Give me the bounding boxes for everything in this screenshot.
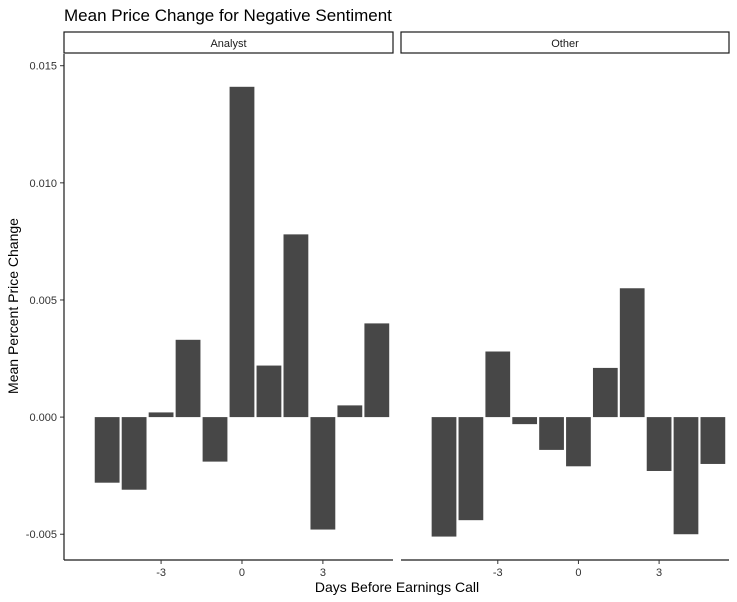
bar [431,417,457,537]
bar [700,417,726,464]
y-tick-label: 0.005 [29,295,57,307]
x-tick-label: 0 [239,567,245,579]
bar [229,86,255,418]
bar [310,417,336,530]
bar [202,417,228,462]
panel-analyst: Analyst -3 0 3 [63,31,394,579]
bar [148,412,174,418]
bar [283,234,309,418]
bar [458,417,484,521]
bar [175,339,201,418]
x-axis-title: Days Before Earnings Call [315,579,479,595]
y-tick-label: 0.015 [29,61,57,73]
panels: Analyst -3 0 3 Other -3 0 3 [63,31,730,579]
facet-strip [63,31,394,54]
x-tick-label: -3 [493,567,503,579]
y-axis: -0.005 0.000 0.005 0.010 0.015 [26,61,64,541]
y-tick-label: 0.000 [29,412,57,424]
bar [512,417,538,425]
y-axis-title: Mean Percent Price Change [5,218,21,394]
bar [566,417,591,467]
bar [592,367,618,418]
bar [673,417,699,535]
y-tick-label: 0.010 [29,178,57,190]
bar [539,417,564,450]
facet-strip [400,31,730,54]
bar [485,351,511,418]
x-tick-label: 0 [575,567,581,579]
facet-strip-label: Analyst [210,38,246,50]
x-tick-label: 3 [320,567,326,579]
facet-strip-label: Other [551,38,579,50]
bar [121,417,147,490]
bar [337,405,363,418]
bar [619,288,645,418]
x-tick-label: -3 [156,567,166,579]
bar [256,365,282,418]
panel-other: Other -3 0 3 [400,31,730,579]
x-tick-label: 3 [656,567,662,579]
bar [364,323,390,418]
y-tick-label: -0.005 [26,529,57,541]
bar [94,417,120,483]
bar [646,417,672,471]
chart-title: Mean Price Change for Negative Sentiment [64,6,392,25]
